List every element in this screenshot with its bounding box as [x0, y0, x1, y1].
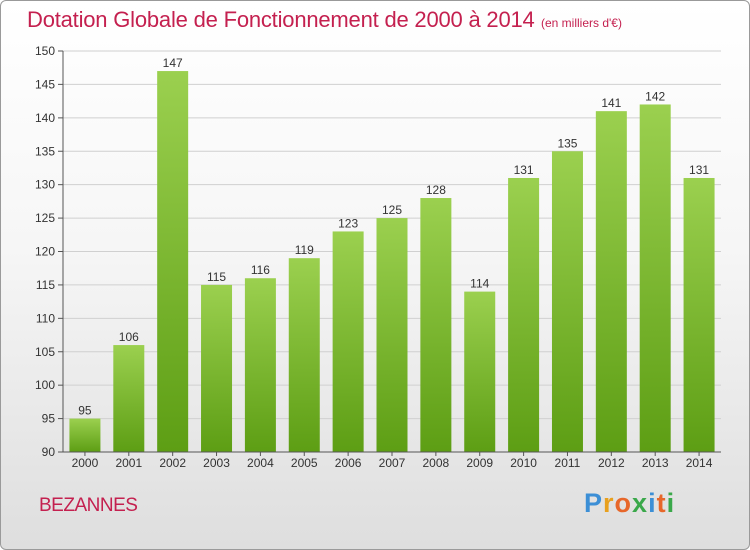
logo-letter: o — [614, 488, 633, 518]
x-tick-label: 2000 — [72, 456, 99, 470]
logo-letter: i — [648, 488, 657, 518]
x-tick-label: 2006 — [335, 456, 362, 470]
y-tick-label: 125 — [35, 211, 55, 225]
bar-value-label: 128 — [426, 183, 446, 197]
y-tick-label: 130 — [35, 178, 55, 192]
logo-letter: i — [666, 488, 676, 518]
chart-subtitle: (en milliers d'€) — [541, 16, 622, 30]
bar — [464, 291, 496, 452]
bar-value-label: 119 — [295, 243, 314, 257]
bar-value-label: 116 — [251, 263, 270, 277]
bar — [376, 218, 408, 452]
y-tick-label: 145 — [35, 77, 55, 91]
x-tick-label: 2005 — [291, 456, 318, 470]
axes: 90 95 100 105 110 115 120 125 130 135 140 145 150 200… — [35, 44, 721, 470]
bar-value-label: 142 — [645, 89, 665, 103]
y-tick-label: 120 — [35, 245, 55, 259]
y-tick-label: 90 — [42, 445, 56, 459]
y-tick-label: 105 — [35, 345, 55, 359]
bar — [420, 198, 452, 452]
bar — [113, 345, 145, 452]
y-tick-label: 140 — [35, 111, 55, 125]
bar — [157, 71, 189, 453]
bar — [201, 284, 233, 452]
y-tick-label: 135 — [35, 144, 55, 158]
bar-value-label: 131 — [514, 163, 534, 177]
bar — [332, 231, 364, 452]
x-tick-label: 2011 — [555, 456, 581, 470]
bar — [244, 278, 276, 452]
bar-value-label: 135 — [557, 136, 577, 150]
logo-letter: P — [584, 488, 604, 518]
x-tick-label: 2014 — [686, 456, 713, 470]
y-tick-label: 100 — [35, 378, 55, 392]
bar — [69, 418, 101, 452]
y-tick-label: 95 — [42, 412, 56, 426]
bar-value-label: 114 — [470, 277, 489, 291]
x-tick-label: 2003 — [203, 456, 230, 470]
logo-letter: r — [603, 488, 615, 518]
x-tick-label: 2007 — [379, 456, 406, 470]
x-tick-label: 2004 — [247, 456, 274, 470]
bar — [639, 104, 671, 452]
y-tick-label: 110 — [36, 311, 55, 325]
x-tick-label: 2002 — [159, 456, 186, 470]
logo-letter: x — [632, 488, 649, 518]
x-tick-label: 2010 — [510, 456, 537, 470]
x-tick-label: 2013 — [642, 456, 669, 470]
bar-value-label: 115 — [207, 270, 226, 284]
bar — [683, 177, 715, 452]
commune-name: BEZANNES — [39, 495, 138, 516]
bar-value-label: 123 — [338, 216, 358, 230]
bar-value-label: 106 — [119, 330, 139, 344]
bar-value-label: 141 — [601, 96, 621, 110]
bar — [288, 258, 320, 452]
bar-value-label: 147 — [163, 56, 183, 70]
x-tick-label: 2008 — [423, 456, 450, 470]
bars — [69, 71, 715, 453]
proxiti-logo: Proxiti — [584, 488, 675, 519]
x-tick-label: 2009 — [466, 456, 493, 470]
y-tick-label: 115 — [36, 278, 55, 292]
bar-value-label: 95 — [78, 404, 92, 418]
x-tick-label: 2012 — [598, 456, 625, 470]
x-tick-label: 2001 — [115, 456, 142, 470]
logo-letter: t — [656, 488, 667, 518]
bar — [508, 177, 540, 452]
bar — [595, 111, 627, 453]
bar — [551, 151, 583, 452]
bar-value-label: 131 — [689, 163, 709, 177]
labels: 95 106 147 115 116 119 123 125 128 114 131 135 141 14… — [78, 56, 709, 418]
chart-title: Dotation Globale de Fonctionnement de 20… — [27, 7, 535, 32]
bar-value-label: 125 — [382, 203, 402, 217]
y-tick-label: 150 — [35, 44, 55, 58]
